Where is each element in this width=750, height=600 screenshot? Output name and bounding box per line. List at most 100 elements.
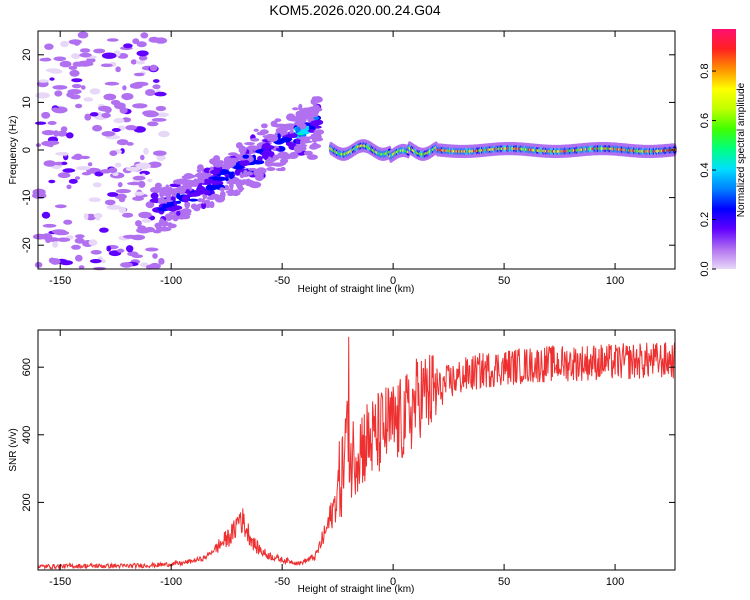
noise-cell bbox=[151, 118, 167, 122]
colorbar-tick-label: 0.0 bbox=[699, 261, 711, 276]
arc-cell bbox=[210, 169, 221, 175]
noise-cell bbox=[117, 182, 123, 188]
noise-cell bbox=[117, 248, 125, 253]
arc-cell bbox=[303, 150, 313, 156]
noise-cell bbox=[130, 59, 137, 65]
noise-cell bbox=[79, 155, 91, 160]
arc-cell bbox=[300, 139, 304, 145]
arc-cell bbox=[250, 138, 260, 142]
arc-cell bbox=[275, 147, 280, 151]
arc-cell bbox=[310, 133, 316, 139]
noise-cell bbox=[125, 166, 141, 172]
arc-cell bbox=[262, 144, 275, 150]
noise-cell bbox=[145, 89, 156, 96]
noise-cell bbox=[101, 259, 106, 264]
noise-cell bbox=[84, 113, 92, 121]
y-tick-label: 200 bbox=[21, 493, 33, 511]
noise-cell bbox=[75, 254, 83, 262]
noise-cell bbox=[74, 176, 81, 180]
noise-cell bbox=[134, 191, 145, 196]
x-tick-label: -100 bbox=[160, 576, 182, 588]
arc-cell bbox=[198, 167, 205, 171]
noise-cell bbox=[132, 103, 148, 109]
arc-cell bbox=[277, 151, 290, 159]
noise-cell bbox=[152, 84, 161, 90]
noise-cell bbox=[135, 163, 150, 168]
noise-cell bbox=[143, 110, 159, 118]
x-tick-label: -50 bbox=[274, 275, 290, 287]
noise-cell bbox=[93, 48, 106, 54]
arc-cell bbox=[298, 103, 303, 111]
noise-cell bbox=[52, 241, 59, 248]
noise-cell bbox=[158, 258, 165, 265]
noise-cell bbox=[104, 106, 112, 114]
noise-cell bbox=[106, 38, 119, 42]
noise-cell bbox=[132, 175, 146, 181]
arc-cell bbox=[246, 171, 253, 176]
arc-cell bbox=[242, 154, 250, 159]
spectrogram-y-axis-label: Frequency (Hz) bbox=[8, 116, 19, 185]
noise-cell bbox=[73, 40, 80, 46]
noise-cell bbox=[154, 37, 168, 44]
arc-cell bbox=[272, 162, 285, 167]
noise-cell bbox=[52, 85, 68, 90]
noise-cell bbox=[101, 131, 116, 137]
y-tick-label: -10 bbox=[21, 190, 33, 206]
arc-cell bbox=[212, 179, 220, 185]
arc-cell bbox=[289, 151, 299, 159]
arc-cell bbox=[176, 200, 182, 204]
y-tick-label: 600 bbox=[21, 358, 33, 376]
noise-cell bbox=[45, 237, 51, 244]
arc-cell bbox=[167, 214, 177, 220]
y-tick-label: -20 bbox=[21, 237, 33, 253]
arc-cell bbox=[228, 172, 234, 179]
colorbar-tick-label: 0.8 bbox=[699, 63, 711, 78]
spectrogram-heatmap bbox=[32, 31, 677, 271]
snr-y-axis-label: SNR (v/v) bbox=[8, 428, 19, 471]
arc-cell bbox=[281, 137, 291, 143]
arc-cell bbox=[266, 160, 272, 167]
noise-cell bbox=[155, 112, 169, 117]
noise-cell bbox=[104, 199, 116, 206]
noise-cell bbox=[104, 81, 120, 86]
noise-cell bbox=[89, 88, 101, 95]
noise-cell bbox=[47, 121, 57, 125]
noise-cell bbox=[41, 211, 51, 219]
noise-cell bbox=[93, 212, 103, 219]
arc-cell bbox=[244, 142, 256, 146]
noise-cell bbox=[94, 171, 104, 177]
arc-cell bbox=[313, 129, 325, 135]
noise-cell bbox=[149, 64, 158, 72]
noise-cell bbox=[155, 105, 167, 112]
arc-cell bbox=[228, 152, 238, 156]
noise-cell bbox=[140, 32, 149, 39]
arc-cell bbox=[238, 147, 247, 154]
noise-cell bbox=[119, 107, 128, 114]
noise-cell bbox=[115, 66, 121, 73]
snr-x-ticks: -150 -100 -50 0 50 100 bbox=[49, 330, 624, 588]
arc-cell bbox=[204, 178, 214, 183]
arc-cell bbox=[252, 159, 265, 165]
noise-cell bbox=[68, 65, 78, 70]
arc-cell bbox=[188, 198, 199, 202]
noise-cell bbox=[49, 77, 55, 81]
noise-cell bbox=[34, 261, 43, 268]
noise-cell bbox=[77, 60, 93, 67]
arc-cell bbox=[243, 169, 248, 177]
noise-cell bbox=[109, 150, 118, 156]
arc-cell bbox=[185, 189, 190, 194]
arc-cell bbox=[215, 158, 220, 165]
noise-cell bbox=[100, 63, 113, 68]
arc-cell bbox=[190, 203, 198, 210]
noise-cell bbox=[143, 147, 149, 155]
noise-cell bbox=[146, 264, 154, 270]
arc-cell bbox=[188, 192, 201, 197]
noise-cell bbox=[121, 93, 134, 100]
y-tick-label: 0 bbox=[21, 147, 33, 153]
arc-cell bbox=[159, 191, 166, 197]
noise-cell bbox=[66, 132, 74, 139]
arc-cell bbox=[305, 109, 318, 115]
noise-cell bbox=[133, 81, 149, 87]
arc-cell bbox=[266, 134, 279, 143]
arc-cell bbox=[280, 166, 286, 172]
